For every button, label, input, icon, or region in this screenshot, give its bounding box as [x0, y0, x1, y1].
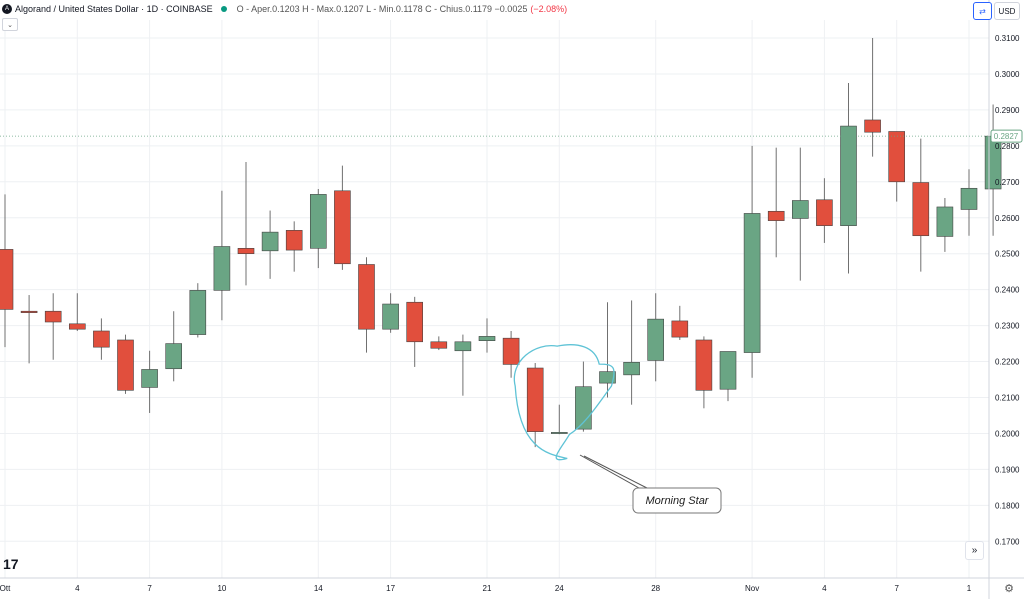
x-tick-label: 24: [555, 584, 564, 593]
candle-body: [382, 303, 399, 330]
candle-body: [358, 264, 375, 330]
x-tick-label: 10: [217, 584, 226, 593]
y-tick-label: 0.2900: [995, 106, 1020, 115]
y-tick-label: 0.2100: [995, 394, 1020, 403]
candle-body: [189, 290, 207, 335]
currency-toggle-button[interactable]: ⇄: [973, 2, 992, 20]
candle-body: [93, 330, 110, 348]
y-tick-label: 0.1700: [995, 537, 1020, 546]
y-tick-label: 0.1900: [995, 465, 1020, 474]
algorand-logo-icon: A: [2, 4, 12, 14]
x-tick-label: Ott: [0, 584, 11, 593]
candle-body: [550, 432, 568, 434]
market-status-dot-icon: [220, 6, 227, 12]
annotation-layer: Morning Star: [513, 344, 722, 514]
candle-body: [743, 213, 761, 353]
x-tick-label: 17: [386, 584, 395, 593]
morning-star-label: Morning Star: [646, 495, 710, 507]
swap-icon: ⇄: [979, 6, 986, 16]
candle-body: [840, 125, 857, 226]
y-tick-label: 0.2600: [995, 214, 1020, 223]
candle-body: [502, 337, 520, 365]
y-tick-label: 0.3000: [995, 70, 1020, 79]
morning-star-callout: [632, 487, 722, 514]
y-tick-label: 0.2400: [995, 286, 1020, 295]
candle-body: [791, 200, 809, 219]
candle-body: [695, 339, 713, 391]
candle-body: [719, 351, 737, 390]
candle-body: [117, 339, 134, 391]
morning-star-highlight: [513, 344, 615, 461]
callout-pointer: [579, 454, 640, 489]
y-tick-label: 0.2500: [995, 250, 1020, 259]
candle-body: [430, 341, 448, 349]
x-tick-label: 7: [147, 584, 152, 593]
candle-body: [623, 361, 640, 376]
candle-body: [309, 194, 327, 249]
x-tick-label: 28: [651, 584, 660, 593]
candle-body: [285, 230, 303, 251]
candle-body: [647, 318, 665, 361]
x-tick-label: 7: [894, 584, 899, 593]
candle-body: [936, 206, 954, 237]
candle-body: [141, 369, 158, 388]
candle-body: [671, 320, 689, 338]
candle-body: [912, 182, 930, 237]
candle-body: [44, 310, 62, 323]
collapse-legend-button[interactable]: ⌄: [2, 18, 18, 31]
y-tick-label: 0.2800: [995, 142, 1020, 151]
last-price-label: 0.2827: [994, 132, 1019, 141]
chevron-down-icon: ⌄: [7, 21, 13, 29]
candle-body: [0, 249, 14, 310]
tradingview-logo-icon: 17: [3, 556, 19, 572]
scroll-to-realtime-button[interactable]: »: [965, 541, 984, 560]
candle-body: [261, 231, 279, 252]
ohlc-values: O - Aper.0.1203 H - Max.0.1207 L - Min.0…: [236, 4, 528, 14]
candle-body: [478, 336, 496, 341]
currency-selector[interactable]: USD: [994, 2, 1020, 20]
y-tick-label: 0.3100: [995, 34, 1020, 43]
x-tick-label: 4: [75, 584, 80, 593]
y-tick-label: 0.2700: [995, 178, 1020, 187]
y-tick-label: 0.2200: [995, 358, 1020, 367]
candle-body: [816, 199, 833, 226]
candle-body: [888, 131, 906, 183]
candle-body: [454, 341, 472, 352]
chart-settings-button[interactable]: ⚙: [1003, 582, 1015, 595]
candles-layer: [0, 38, 1002, 448]
x-tick-label: 21: [483, 584, 492, 593]
candle-body: [20, 310, 38, 313]
change-percent: (−2.08%): [530, 4, 568, 14]
candle-body: [237, 248, 255, 254]
last-price-tag: [990, 129, 1023, 143]
candle-body: [69, 323, 86, 330]
x-tick-label: 14: [314, 584, 323, 593]
candle-body: [165, 343, 182, 370]
candle-body: [213, 246, 231, 291]
grid-lines: [0, 20, 989, 578]
candle-body: [960, 187, 978, 210]
y-tick-label: 0.1800: [995, 501, 1020, 510]
chart-header: A Algorand / United States Dollar · 1D ·…: [0, 0, 567, 18]
candle-body: [406, 301, 424, 343]
x-tick-label: Nov: [745, 584, 759, 593]
candle-body: [526, 367, 544, 432]
y-tick-label: 0.2000: [995, 429, 1020, 438]
callout-pointer: [583, 455, 648, 489]
symbol-title[interactable]: Algorand / United States Dollar · 1D · C…: [15, 4, 213, 14]
x-tick-label: 1: [967, 584, 972, 593]
x-tick-label: 4: [822, 584, 827, 593]
candle-body: [599, 371, 616, 384]
double-chevron-right-icon: »: [971, 545, 978, 556]
y-tick-label: 0.2300: [995, 322, 1020, 331]
gear-icon: ⚙: [1004, 582, 1014, 595]
candle-body: [864, 119, 881, 133]
candle-body: [334, 190, 351, 265]
candle-body: [767, 210, 785, 221]
